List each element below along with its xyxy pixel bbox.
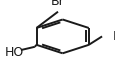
Text: Br: Br [112, 30, 115, 43]
Text: HO: HO [5, 46, 24, 58]
Text: Br: Br [51, 0, 64, 8]
